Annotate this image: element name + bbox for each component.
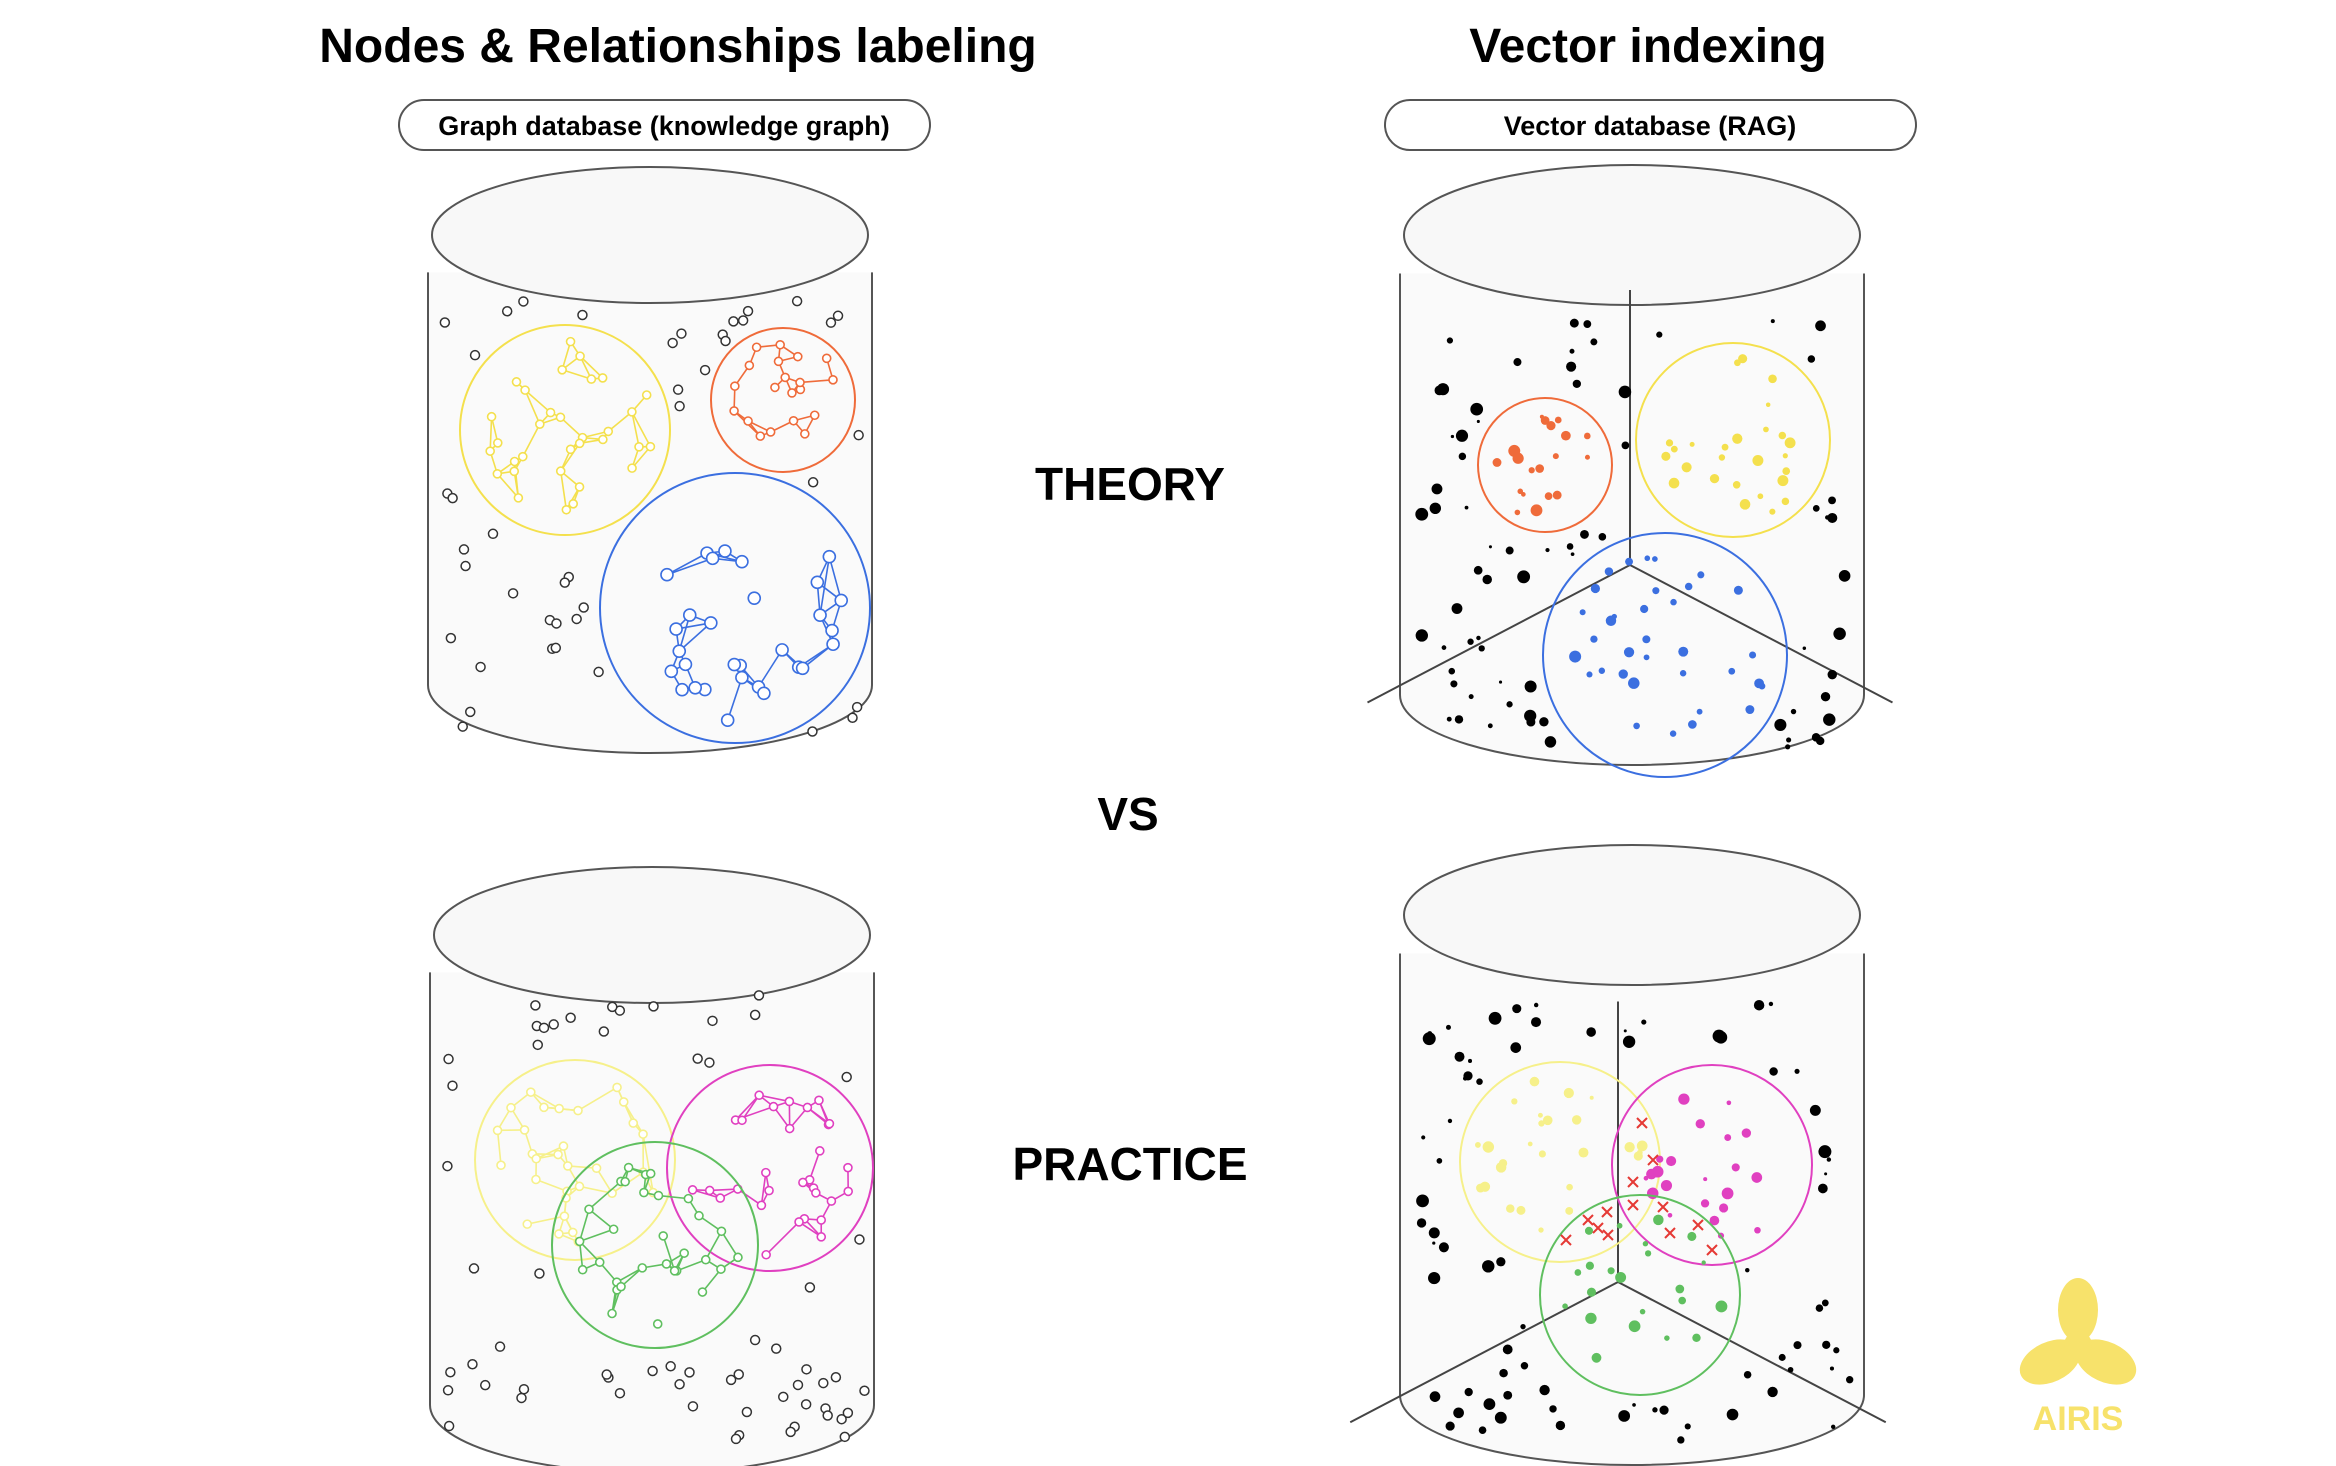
- svg-text:AIRIS: AIRIS: [2033, 1400, 2124, 1438]
- left-title: Nodes & Relationships labeling: [319, 20, 1036, 73]
- cylinder-lid: [431, 166, 869, 304]
- cylinder-lid: [1403, 164, 1861, 306]
- blue-vector-cluster: [1542, 532, 1788, 778]
- airis-propeller-icon: [2019, 1278, 2137, 1385]
- right-title: Vector indexing: [1469, 20, 1826, 73]
- vector-axes: [1349, 1001, 1887, 1424]
- svg-text:Graph database (knowledge grap: Graph database (knowledge graph): [438, 111, 890, 141]
- cylinder-body: [1399, 273, 1865, 766]
- graph-db-theory-cylinder: [427, 166, 873, 754]
- cylinder-body: [427, 272, 873, 754]
- practice-label: PRACTICE: [1012, 1138, 1247, 1190]
- pink-vector-cluster-overlap: [1611, 1064, 1813, 1266]
- cylinder-body: [1399, 953, 1865, 1466]
- pink-graph-cluster-overlap: [666, 1064, 874, 1272]
- yellow-graph-cluster: [459, 324, 671, 536]
- airis-logo: AIRIS: [2019, 1278, 2137, 1438]
- theory-label: THEORY: [1035, 458, 1225, 510]
- vs-label: VS: [1097, 788, 1158, 840]
- cylinder-lid: [1403, 844, 1861, 986]
- graph-db-practice-cylinder: [429, 866, 875, 1466]
- ambiguous-points: [1560, 1117, 1718, 1256]
- blue-graph-cluster: [599, 472, 871, 744]
- svg-text:Vector database (RAG): Vector database (RAG): [1504, 111, 1797, 141]
- vector-db-practice-cylinder: [1349, 844, 1887, 1466]
- orange-graph-cluster: [710, 327, 856, 473]
- cylinder-lid: [433, 866, 871, 1004]
- vector-axes: [1367, 290, 1893, 704]
- graph-database-pill: Graph database (knowledge graph): [398, 99, 931, 151]
- green-vector-cluster-overlap: [1539, 1194, 1741, 1396]
- yellow-vector-cluster: [1635, 342, 1831, 538]
- vector-db-theory-cylinder: [1367, 164, 1893, 778]
- vector-database-pill: Vector database (RAG): [1384, 99, 1917, 151]
- green-graph-cluster-overlap: [551, 1141, 759, 1349]
- orange-vector-cluster: [1477, 397, 1613, 533]
